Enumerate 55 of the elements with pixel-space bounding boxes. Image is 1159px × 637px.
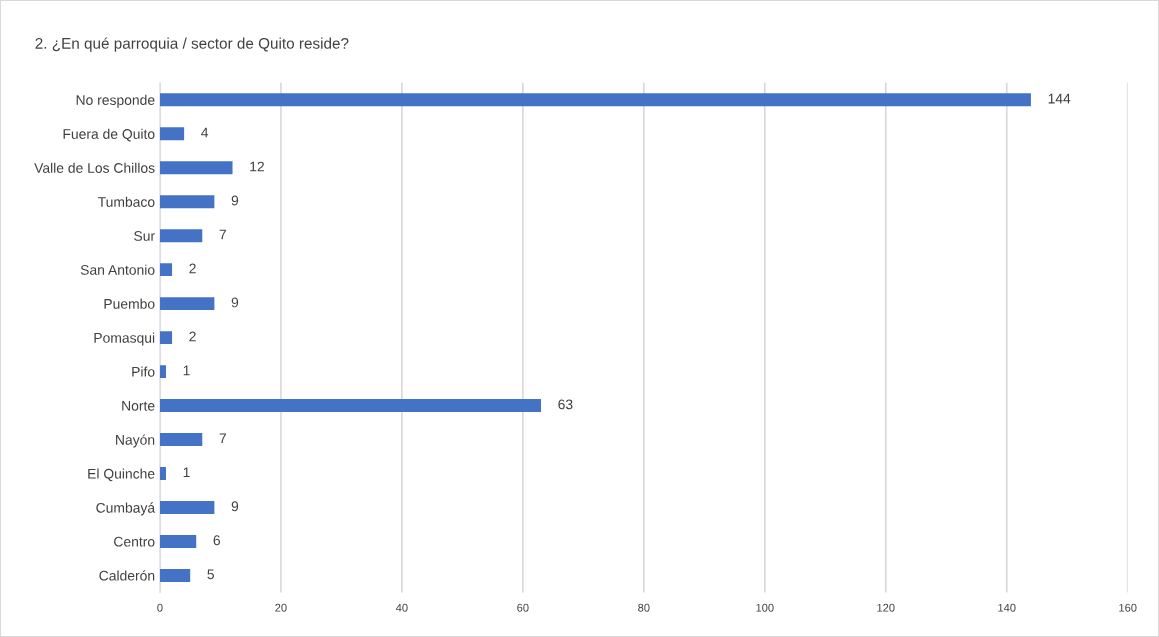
- bar: [159, 263, 173, 277]
- data-label: 5: [207, 569, 214, 580]
- data-label: 63: [558, 399, 573, 410]
- y-tick-label: Sur: [134, 231, 155, 241]
- x-tick-label: 140: [998, 603, 1016, 612]
- bar: [159, 161, 233, 175]
- bar: [159, 331, 173, 345]
- data-label: 2: [189, 263, 196, 274]
- x-tick-label: 80: [638, 603, 650, 612]
- x-tick-label: 60: [517, 603, 529, 612]
- y-tick-label: No responde: [76, 94, 155, 108]
- x-tick-label: 20: [275, 603, 287, 612]
- y-tick-label: Pomasqui: [94, 332, 155, 346]
- x-tick-label: 120: [877, 603, 895, 612]
- bar: [159, 93, 1031, 107]
- bar: [159, 568, 191, 582]
- data-label: 6: [213, 535, 221, 546]
- bar: [159, 229, 203, 243]
- y-tick-label: Centro: [114, 536, 155, 547]
- bar: [159, 297, 215, 311]
- y-tick-label: Calderón: [99, 570, 155, 581]
- bar: [159, 433, 203, 446]
- y-tick-label: Cumbayá: [96, 502, 156, 516]
- data-label: 9: [231, 195, 239, 206]
- data-label: 1: [183, 467, 190, 478]
- data-label: 4: [201, 127, 209, 138]
- y-tick-label: Fuera de Quito: [63, 128, 155, 142]
- bar: [159, 365, 166, 379]
- x-tick-label: 160: [1119, 603, 1137, 612]
- bar: [159, 467, 166, 480]
- bar: [159, 535, 197, 548]
- bar: [159, 195, 215, 209]
- data-label: 9: [231, 501, 239, 512]
- x-tick-label: 0: [157, 603, 163, 612]
- y-tick-label: Pifo: [132, 366, 155, 377]
- data-label: 144: [1048, 93, 1071, 104]
- y-tick-label: Puembo: [104, 298, 155, 309]
- y-tick-label: San Antonio: [80, 264, 155, 275]
- bar: [159, 127, 185, 141]
- data-label: 7: [219, 229, 226, 240]
- y-tick-label: El Quinche: [88, 468, 155, 482]
- y-tick-label: Valle de Los Chillos: [34, 162, 155, 173]
- bar: [159, 501, 215, 514]
- x-tick-label: 100: [756, 603, 774, 612]
- data-label: 12: [250, 161, 264, 172]
- y-tick-label: Norte: [122, 401, 155, 411]
- data-label: 9: [231, 297, 239, 308]
- bar: [159, 399, 541, 413]
- data-label: 7: [219, 433, 226, 444]
- data-label: 2: [189, 331, 196, 342]
- chart-title: 2. ¿En qué parroquia / sector de Quito reside?: [35, 37, 349, 52]
- y-tick-label: Nayón: [116, 434, 155, 448]
- x-tick-label: 40: [395, 603, 408, 612]
- y-tick-label: Tumbaco: [98, 196, 155, 207]
- data-label: 1: [183, 365, 190, 376]
